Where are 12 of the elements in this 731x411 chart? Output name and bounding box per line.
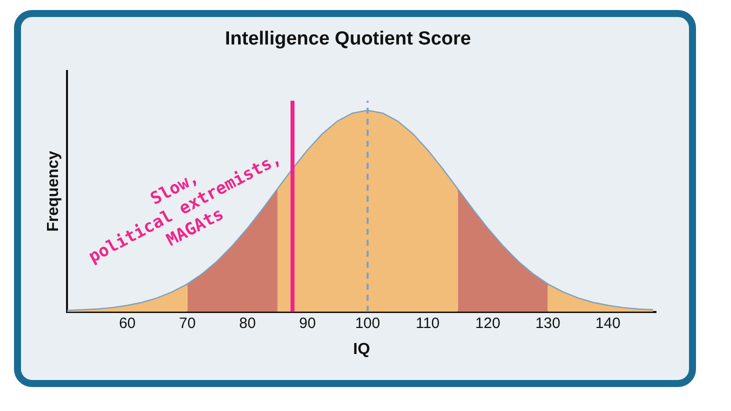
chart-title: Intelligence Quotient Score — [225, 28, 471, 50]
x-tick-label: 80 — [239, 314, 256, 332]
x-tick-label: 100 — [355, 314, 380, 332]
x-tick-label: 120 — [475, 314, 500, 332]
x-tick-label: 140 — [595, 314, 620, 332]
y-axis-title: Frequency — [45, 150, 62, 232]
x-tick-label: 70 — [179, 314, 196, 332]
x-tick-label: 110 — [416, 314, 440, 332]
x-tick-label: 90 — [299, 314, 316, 332]
x-tick-label: 130 — [535, 314, 560, 332]
x-tick-label: 60 — [118, 314, 136, 332]
x-axis-title: IQ — [353, 340, 370, 358]
